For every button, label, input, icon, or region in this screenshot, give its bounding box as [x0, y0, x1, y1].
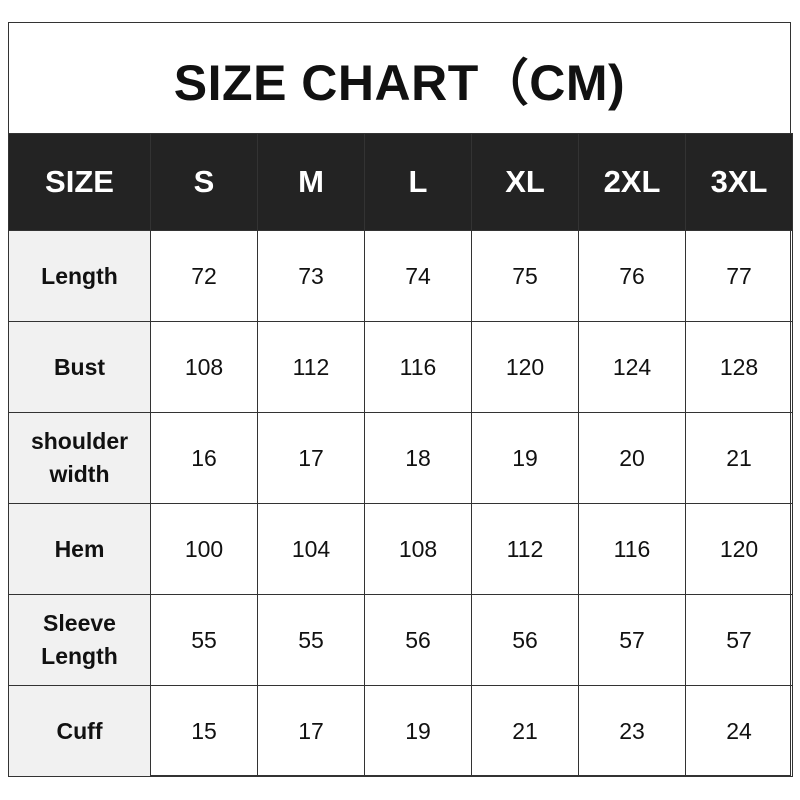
table-row: Bust 108 112 116 120 124 128 [8, 321, 793, 413]
table-cell: 56 [471, 594, 579, 686]
table-cell: 77 [685, 230, 793, 322]
table-cell: 120 [471, 321, 579, 413]
table-cell: 18 [364, 412, 472, 504]
table-row: Length 72 73 74 75 76 77 [8, 230, 793, 322]
table-cell: 57 [578, 594, 686, 686]
table-cell: 16 [150, 412, 258, 504]
table-cell: 112 [471, 503, 579, 595]
table-row: Sleeve Length 55 55 56 56 57 57 [8, 594, 793, 686]
table-cell: 21 [471, 685, 579, 777]
table-cell: 55 [150, 594, 258, 686]
table-cell: 23 [578, 685, 686, 777]
table-cell: 124 [578, 321, 686, 413]
header-xl: XL [471, 133, 579, 231]
table-cell: 24 [685, 685, 793, 777]
table-cell: 100 [150, 503, 258, 595]
size-chart: SIZE CHART（CM) SIZE S M L XL 2XL 3XL Length 72 7… [8, 22, 793, 777]
table-row: Cuff 15 17 19 21 23 24 [8, 685, 793, 777]
table-cell: 74 [364, 230, 472, 322]
header-l: L [364, 133, 472, 231]
table-cell: 120 [685, 503, 793, 595]
table-cell: 19 [364, 685, 472, 777]
row-label: shoulder width [8, 412, 151, 504]
table-cell: 112 [257, 321, 365, 413]
table-cell: 17 [257, 412, 365, 504]
table-cell: 76 [578, 230, 686, 322]
table-cell: 128 [685, 321, 793, 413]
table-row: Hem 100 104 108 112 116 120 [8, 503, 793, 595]
table-cell: 19 [471, 412, 579, 504]
table-row: shoulder width 16 17 18 19 20 21 [8, 412, 793, 504]
header-row: SIZE S M L XL 2XL 3XL [8, 133, 793, 231]
table-cell: 108 [364, 503, 472, 595]
table-cell: 72 [150, 230, 258, 322]
table-cell: 15 [150, 685, 258, 777]
table-cell: 57 [685, 594, 793, 686]
header-2xl: 2XL [578, 133, 686, 231]
table-cell: 20 [578, 412, 686, 504]
size-table: SIZE S M L XL 2XL 3XL Length 72 73 74 75 76 77 Bust 10… [8, 133, 793, 777]
table-cell: 75 [471, 230, 579, 322]
table-cell: 17 [257, 685, 365, 777]
row-label: Hem [8, 503, 151, 595]
header-m: M [257, 133, 365, 231]
table-cell: 116 [364, 321, 472, 413]
table-cell: 55 [257, 594, 365, 686]
row-label: Cuff [8, 685, 151, 777]
table-cell: 108 [150, 321, 258, 413]
row-label: Length [8, 230, 151, 322]
table-cell: 73 [257, 230, 365, 322]
header-s: S [150, 133, 258, 231]
table-cell: 21 [685, 412, 793, 504]
table-cell: 104 [257, 503, 365, 595]
chart-title: SIZE CHART（CM) [173, 54, 626, 111]
header-3xl: 3XL [685, 133, 793, 231]
row-label: Bust [8, 321, 151, 413]
table-cell: 56 [364, 594, 472, 686]
table-cell: 116 [578, 503, 686, 595]
header-size: SIZE [8, 133, 151, 231]
row-label: Sleeve Length [8, 594, 151, 686]
